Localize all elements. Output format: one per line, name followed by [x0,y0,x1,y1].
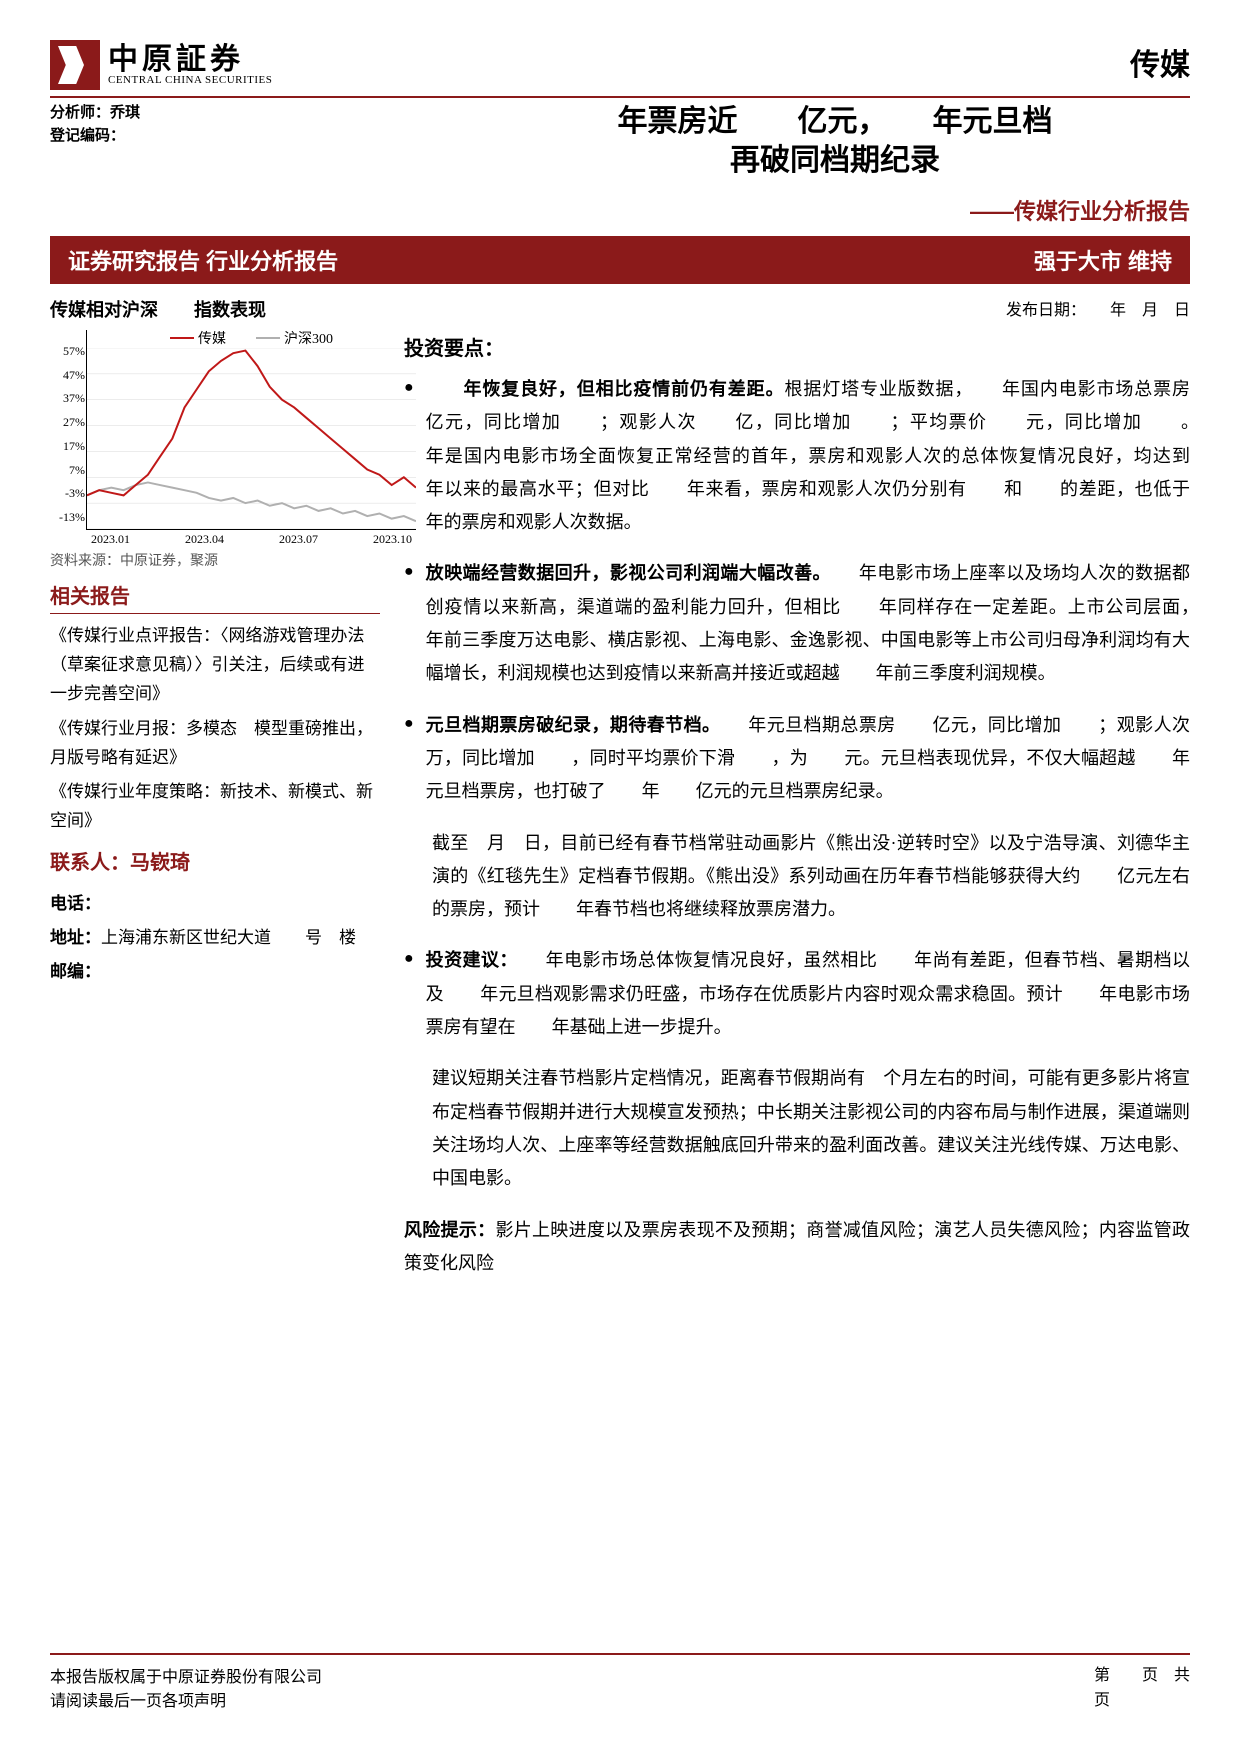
contact-address: 地址：上海浦东新区世纪大道 号 楼 [50,921,380,955]
performance-chart: 传媒 沪深300 57%47%37%27%17%7%-3%-13% 2023.0… [86,330,416,530]
band-left: 证券研究报告 行业分析报告 [68,244,338,276]
footer-disclaimer: 请阅读最后一页各项声明 [50,1687,322,1711]
chart-source: 资料来源：中原证券，聚源 [50,550,380,570]
footer-page-1: 第 页 共 [1094,1663,1190,1689]
publish-date: 发布日期： 年 月 日 [404,296,1190,320]
related-report-item: 《传媒行业年度策略：新技术、新模式、新空间》 [50,778,380,836]
report-subtitle: ——传媒行业分析报告 [50,194,1190,226]
company-logo: 中原証券 CENTRAL CHINA SECURITIES [50,40,272,90]
band-right: 强于大市 维持 [1034,244,1172,276]
logo-cn: 中原証券 [108,45,272,75]
related-reports-heading: 相关报告 [50,580,380,614]
investment-bullet: ●放映端经营数据回升，影视公司利润端大幅改善。 年电影市场上座率以及场均人次的数… [404,557,1190,690]
risk-disclosure: 风险提示：影片上映进度以及票房表现不及预期；商誉减值风险；演艺人员失德风险；内容… [404,1214,1190,1281]
report-title-1: 年票房近 亿元， 年元旦档 [480,102,1190,141]
contact-zip: 邮编： [50,955,380,989]
paragraph-cny-films: 截至 月 日，目前已经有春节档常驻动画影片《熊出没·逆转时空》以及宁浩导演、刘德… [432,827,1190,927]
contact-heading: 联系人：马嵚琦 [50,846,380,879]
chart-y-axis: 57%47%37%27%17%7%-3%-13% [51,344,85,525]
paragraph-suggestion: 建议短期关注春节档影片定档情况，距离春节假期尚有 个月左右的时间，可能有更多影片… [432,1062,1190,1195]
regcode-line: 登记编码： [50,125,140,148]
rating-band: 证券研究报告 行业分析报告 强于大市 维持 [50,236,1190,284]
investment-bullet: ●元旦档期票房破纪录，期待春节档。 年元旦档期总票房 亿元，同比增加 ；观影人次… [404,709,1190,809]
legend-hs300: 沪深300 [256,328,333,348]
chart-title: 传媒相对沪深 指数表现 [50,296,380,322]
report-title-2: 再破同档期纪录 [480,141,1190,180]
related-report-item: 《传媒行业月报：多模态 模型重磅推出， 月版号略有延迟》 [50,715,380,773]
footer-copyright: 本报告版权属于中原证券股份有限公司 [50,1663,322,1687]
bullet-investment-advice: ● 投资建议： 年电影市场总体恢复情况良好，虽然相比 年尚有差距，但春节档、暑期… [404,944,1190,1044]
logo-en: CENTRAL CHINA SECURITIES [108,75,272,86]
sector-tag: 传媒 [1130,40,1190,84]
logo-icon [50,40,100,90]
footer-page-2: 页 [1094,1688,1190,1714]
investment-bullet: ● 年恢复良好，但相比疫情前仍有差距。根据灯塔专业版数据， 年国内电影市场总票房… [404,373,1190,539]
page-footer: 本报告版权属于中原证券股份有限公司 请阅读最后一页各项声明 第 页 共 页 [50,1653,1190,1714]
legend-media: 传媒 [170,328,226,348]
contact-phone: 电话： [50,887,380,921]
related-report-item: 《传媒行业点评报告：〈网络游戏管理办法（草案征求意见稿）〉引关注，后续或有进一步… [50,622,380,709]
investment-points-heading: 投资要点： [404,332,1190,361]
chart-x-axis: 2023.012023.042023.072023.10 [87,532,416,547]
analyst-line: 分析师：乔琪 [50,102,140,125]
